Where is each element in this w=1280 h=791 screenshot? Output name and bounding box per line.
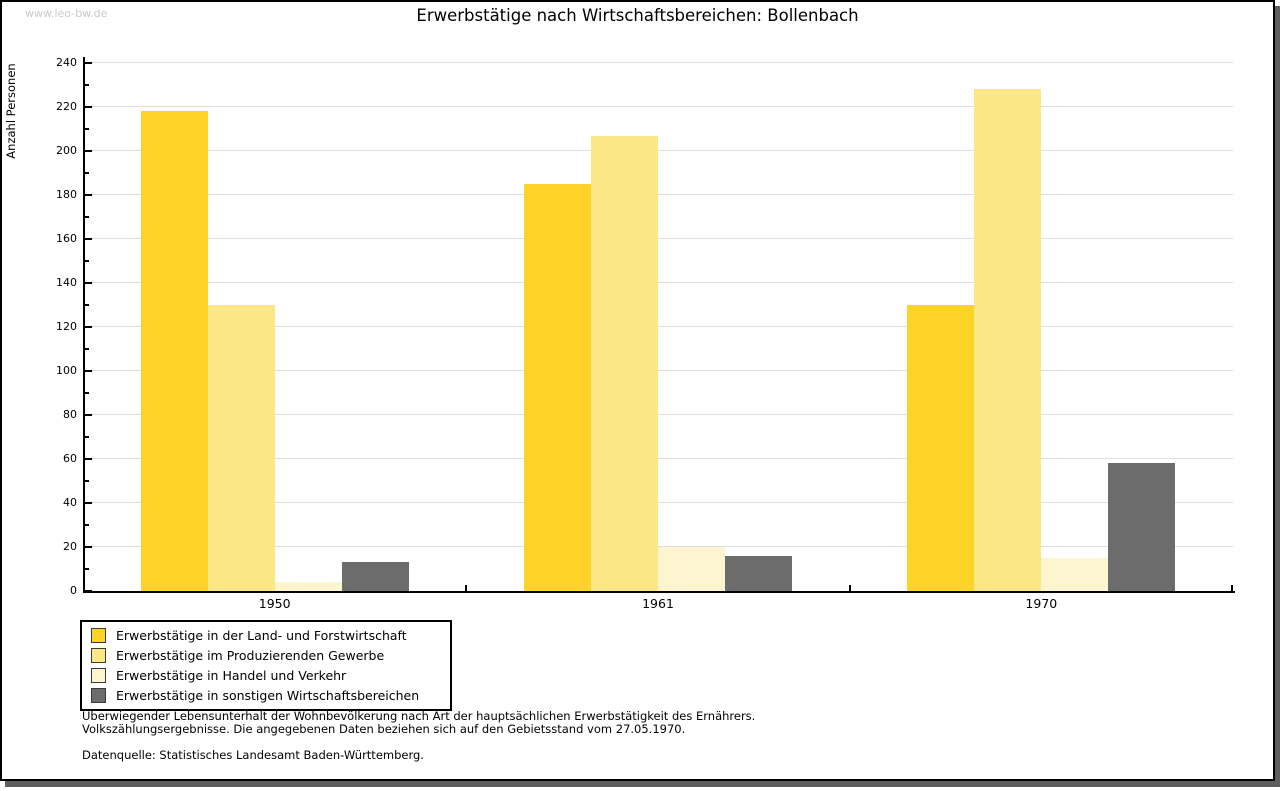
- y-tick-label: 100: [56, 364, 77, 377]
- y-minor-tick: [85, 568, 89, 570]
- y-gridline-140: [85, 282, 1233, 283]
- x-tick-label-1950: 1950: [258, 596, 291, 611]
- legend-swatch-icon: [91, 647, 106, 663]
- y-minor-tick: [85, 480, 89, 482]
- y-tick-label: 180: [56, 188, 77, 201]
- y-tick-label: 220: [56, 100, 77, 113]
- bar-1950-series-3: [274, 582, 342, 591]
- bar-1950-series-1: [140, 111, 208, 591]
- y-tick-label: 60: [63, 452, 77, 465]
- y-major-tick: [85, 106, 92, 108]
- y-minor-tick: [85, 524, 89, 526]
- y-major-tick: [85, 62, 92, 64]
- y-gridline-240: [85, 62, 1233, 63]
- y-tick-label: 160: [56, 232, 77, 245]
- y-tick-label: 20: [63, 540, 77, 553]
- y-major-tick: [85, 150, 92, 152]
- x-boundary-tick: [848, 585, 851, 591]
- chart-title: Erwerbstätige nach Wirtschaftsbereichen:…: [416, 6, 859, 25]
- y-gridline-220: [85, 106, 1233, 107]
- y-minor-tick: [85, 260, 89, 262]
- y-gridline-20: [85, 546, 1233, 547]
- bar-1950-series-4: [341, 562, 409, 591]
- y-tick-label: 0: [70, 584, 77, 597]
- bar-1970-series-1: [907, 305, 975, 591]
- bar-1961-series-2: [591, 136, 658, 591]
- bar-1970-series-3: [1041, 558, 1109, 591]
- x-boundary-tick: [465, 585, 468, 591]
- y-minor-tick: [85, 348, 89, 350]
- y-minor-tick: [85, 84, 89, 86]
- y-tick-label: 140: [56, 276, 77, 289]
- y-minor-tick: [85, 172, 89, 174]
- y-major-tick: [85, 502, 92, 504]
- x-axis-end-tick: [1231, 585, 1233, 591]
- bar-1961-series-4: [725, 556, 792, 591]
- y-major-tick: [85, 194, 92, 196]
- data-source-note: Datenquelle: Statistisches Landesamt Bad…: [82, 748, 424, 762]
- legend-item-1: Erwerbstätige in der Land- und Forstwirt…: [82, 625, 450, 645]
- x-tick-label-1961: 1961: [642, 596, 674, 611]
- legend-box: Erwerbstätige in der Land- und Forstwirt…: [80, 620, 452, 711]
- legend-item-3: Erwerbstätige in Handel und Verkehr: [82, 665, 450, 685]
- bar-1961-series-1: [524, 184, 591, 591]
- legend-label: Erwerbstätige in sonstigen Wirtschaftsbe…: [116, 687, 420, 703]
- legend-swatch-icon: [91, 627, 106, 643]
- y-major-tick: [85, 282, 92, 284]
- y-minor-tick: [85, 128, 89, 130]
- legend-item-2: Erwerbstätige im Produzierenden Gewerbe: [82, 645, 450, 665]
- footer-line-1: Überwiegender Lebensunterhalt der Wohnbe…: [82, 709, 756, 723]
- x-axis-line: [83, 591, 1235, 593]
- y-gridline-60: [85, 458, 1233, 459]
- legend-item-4: Erwerbstätige in sonstigen Wirtschaftsbe…: [82, 685, 450, 705]
- y-gridline-80: [85, 414, 1233, 415]
- bar-1950-series-2: [207, 305, 275, 591]
- y-tick-label: 120: [56, 320, 77, 333]
- y-gridline-180: [85, 194, 1233, 195]
- bar-1970-series-4: [1108, 463, 1176, 591]
- footer-line-2: Volkszählungsergebnisse. Die angegebenen…: [82, 722, 686, 736]
- y-tick-label: 240: [56, 56, 77, 69]
- y-major-tick: [85, 326, 92, 328]
- legend-label: Erwerbstätige in Handel und Verkehr: [116, 667, 347, 683]
- x-tick-label-1970: 1970: [1025, 596, 1058, 611]
- y-minor-tick: [85, 304, 89, 306]
- y-minor-tick: [85, 392, 89, 394]
- watermark: www.leo-bw.de: [25, 7, 108, 20]
- bar-1970-series-2: [974, 89, 1042, 591]
- y-minor-tick: [85, 216, 89, 218]
- footer-note: Überwiegender Lebensunterhalt der Wohnbe…: [82, 710, 755, 736]
- y-minor-tick: [85, 436, 89, 438]
- y-gridline-160: [85, 238, 1233, 239]
- y-gridline-200: [85, 150, 1233, 151]
- legend-rows: Erwerbstätige in der Land- und Forstwirt…: [82, 625, 450, 705]
- y-gridline-100: [85, 370, 1233, 371]
- y-major-tick: [85, 238, 92, 240]
- y-tick-label: 40: [63, 496, 77, 509]
- y-major-tick: [85, 370, 92, 372]
- y-major-tick: [85, 414, 92, 416]
- y-major-tick: [85, 590, 92, 592]
- legend-swatch-icon: [91, 687, 106, 703]
- legend-label: Erwerbstätige im Produzierenden Gewerbe: [116, 647, 385, 663]
- y-axis-line: [83, 57, 85, 593]
- legend-swatch-icon: [91, 667, 106, 683]
- bar-1961-series-3: [658, 547, 725, 591]
- legend-label: Erwerbstätige in der Land- und Forstwirt…: [116, 627, 407, 643]
- y-major-tick: [85, 458, 92, 460]
- y-axis-label: Anzahl Personen: [4, 63, 18, 159]
- y-gridline-40: [85, 502, 1233, 503]
- y-tick-label: 80: [63, 408, 77, 421]
- y-gridline-120: [85, 326, 1233, 327]
- y-major-tick: [85, 546, 92, 548]
- y-tick-label: 200: [56, 144, 77, 157]
